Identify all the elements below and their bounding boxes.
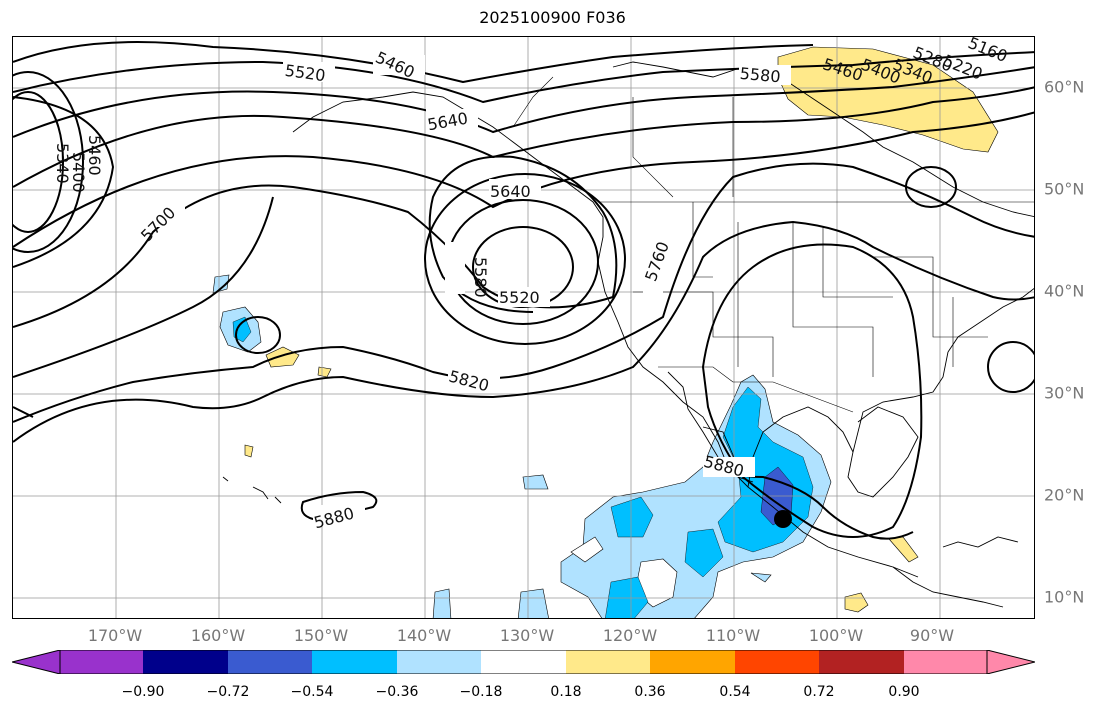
colorbar-tick: 0.90 (888, 684, 920, 700)
map-canvas: 5520 5460 5640 5640 5520 5580 5760 5700 … (13, 37, 1034, 618)
blue-anomaly-pacific (232, 316, 252, 343)
colorbar (12, 650, 1035, 674)
colorbar-tick: −0.90 (121, 684, 165, 700)
colorbar-swatch (312, 650, 397, 674)
colorbar-swatch (819, 650, 904, 674)
cyclone-center-marker (774, 510, 792, 528)
colorbar-tick: −0.18 (459, 684, 503, 700)
lon-label-140w: 140°W (396, 626, 452, 645)
contour-label-5340: 5340 (53, 143, 72, 184)
small-anomaly-7 (317, 366, 332, 378)
lat-label-60n: 60°N (1044, 77, 1085, 97)
colorbar-tick: −0.36 (375, 684, 419, 700)
colorbar-tick: 0.54 (719, 684, 751, 700)
small-anomaly-5 (212, 274, 230, 294)
map-title: 2025100900 F036 (479, 8, 626, 27)
colorbar-tick: −0.54 (290, 684, 334, 700)
map-panel: 5520 5460 5640 5640 5520 5580 5760 5700 … (12, 36, 1035, 619)
contour-label-5520: 5520 (499, 288, 540, 307)
colorbar-swatch (60, 650, 143, 674)
shading-layer (212, 46, 999, 618)
lat-label-10n: 10°N (1044, 587, 1085, 607)
yellow-anomaly-pacific (265, 346, 300, 368)
colorbar-swatch (566, 650, 650, 674)
blue-anomaly-west (610, 496, 654, 538)
colorbar-swatch (12, 650, 60, 674)
lon-label-90w: 90°W (909, 626, 955, 645)
small-anomaly-6 (244, 444, 254, 458)
lat-label-30n: 30°N (1044, 383, 1085, 403)
lon-label-120w: 120°W (602, 626, 658, 645)
lon-label-170w: 170°W (87, 626, 143, 645)
lon-label-160w: 160°W (190, 626, 246, 645)
colorbar-swatch (143, 650, 228, 674)
yellow-anomaly-canada (777, 46, 999, 153)
colorbar-tick: −0.72 (206, 684, 250, 700)
contour-label-5640: 5640 (490, 182, 531, 201)
yellow-anomaly-mexico (888, 536, 919, 563)
lat-label-40n: 40°N (1044, 281, 1085, 301)
colorbar-tick: 0.72 (803, 684, 835, 700)
colorbar-tick: 0.18 (550, 684, 582, 700)
yellow-anomaly-pacific2 (844, 592, 869, 613)
lon-label-100w: 100°W (808, 626, 864, 645)
contour-label-5400: 5400 (69, 152, 88, 193)
colorbar-swatch (987, 650, 1035, 674)
colorbar-tick: 0.36 (634, 684, 666, 700)
contour-label-5580: 5580 (471, 257, 490, 298)
white-hole-2 (570, 536, 604, 563)
contour-label-5460: 5460 (85, 135, 104, 176)
small-anomaly-4 (750, 572, 772, 583)
small-anomaly-2 (517, 588, 549, 618)
colorbar-swatch (228, 650, 312, 674)
colorbar-swatch (481, 650, 566, 674)
small-anomaly-1 (522, 474, 549, 490)
colorbar-outline (59, 650, 988, 674)
colorbar-swatch (735, 650, 819, 674)
contour-label-5580: 5580 (739, 64, 781, 86)
colorbar-swatch (904, 650, 987, 674)
lon-label-110w: 110°W (705, 626, 761, 645)
height-contours (13, 41, 1034, 540)
colorbar-swatch (397, 650, 481, 674)
lon-label-150w: 150°W (293, 626, 349, 645)
blue-anomaly-south2 (605, 576, 649, 618)
blue-anomaly-south (684, 528, 724, 578)
lat-label-20n: 20°N (1044, 485, 1085, 505)
lon-label-130w: 130°W (499, 626, 555, 645)
colorbar-swatch (650, 650, 735, 674)
small-anomaly-3 (432, 588, 452, 618)
lat-label-50n: 50°N (1044, 179, 1085, 199)
